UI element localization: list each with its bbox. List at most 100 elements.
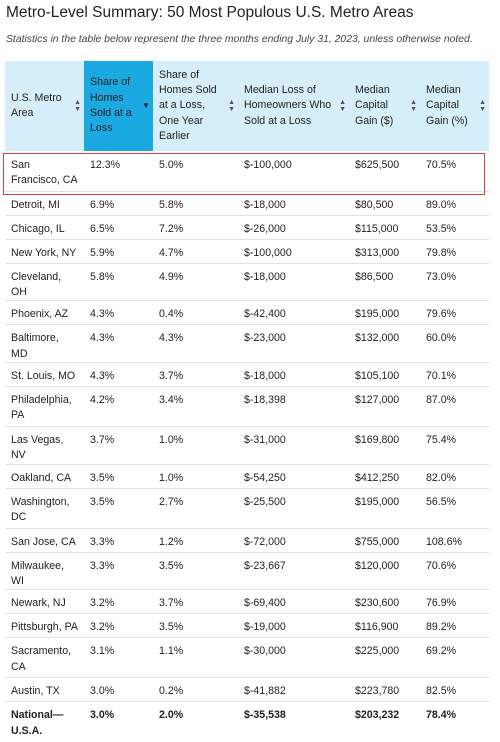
cell-share-loss-prior: 0.2% [153, 677, 238, 703]
cell-median-gain-dollars: $230,600 [349, 589, 420, 615]
column-header-median-gain-dollars[interactable]: Median Capital Gain ($) ▲ ▼ [349, 61, 420, 151]
cell-share-loss: 5.9% [84, 239, 153, 264]
cell-metro: Austin, TX [5, 677, 84, 703]
cell-median-gain-percent: 82.0% [420, 464, 489, 489]
cell-share-loss-prior: 7.2% [153, 215, 238, 240]
cell-median-loss: $-42,400 [238, 300, 349, 326]
cell-median-gain-percent: 108.6% [420, 528, 489, 553]
table-row: Cleveland, OH 5.8% 4.9% $-18,000 $86,500… [5, 263, 489, 302]
cell-median-loss: $-18,398 [238, 386, 349, 427]
sort-both-icon: ▲ ▼ [410, 99, 417, 113]
cell-share-loss: 6.5% [84, 215, 153, 240]
cell-metro: St. Louis, MO [5, 362, 84, 387]
table-row: St. Louis, MO 4.3% 3.7% $-18,000 $105,10… [5, 362, 489, 387]
cell-median-gain-percent: 89.2% [420, 613, 489, 639]
cell-median-loss: $-31,000 [238, 426, 349, 465]
cell-share-loss-prior: 2.0% [159, 709, 184, 722]
table-row: Detroit, MI 6.9% 5.8% $-18,000 $80,500 8… [5, 191, 489, 216]
column-header-median-loss[interactable]: Median Loss of Homeowners Who Sold at a … [238, 61, 349, 151]
cell-median-gain-dollars: $755,000 [349, 528, 420, 553]
sort-both-icon: ▲ ▼ [479, 99, 486, 113]
cell-share-loss-prior: 2.7% [153, 488, 238, 529]
sort-both-icon: ▲ ▼ [74, 99, 81, 113]
page-title: Metro-Level Summary: 50 Most Populous U.… [6, 4, 414, 21]
cell-metro: National—U.S.A. [11, 709, 64, 737]
table-row: Sacramento, CA 3.1% 1.1% $-30,000 $225,0… [5, 637, 489, 679]
cell-median-gain-dollars: $86,500 [349, 263, 420, 302]
cell-median-gain-percent: 53.5% [420, 215, 489, 240]
cell-median-gain-dollars: $313,000 [349, 239, 420, 264]
cell-median-gain-dollars: $80,500 [349, 191, 420, 216]
cell-median-gain-dollars: $223,780 [349, 677, 420, 703]
cell-metro: Pittsburgh, PA [5, 613, 84, 639]
table-row: Washington, DC 3.5% 2.7% $-25,500 $195,0… [5, 488, 489, 529]
cell-median-loss: $-41,882 [238, 677, 349, 703]
cell-median-loss: $-18,000 [238, 191, 349, 216]
cell-median-gain-dollars: $195,000 [349, 488, 420, 529]
cell-share-loss: 3.5% [84, 488, 153, 529]
header-row: U.S. Metro Area ▲ ▼ Share of Homes Sold a… [5, 61, 489, 151]
table-row: Milwaukee, WI 3.3% 3.5% $-23,667 $120,00… [5, 552, 489, 591]
cell-median-gain-percent: 56.5% [420, 488, 489, 529]
cell-median-gain-dollars: $115,000 [349, 215, 420, 240]
cell-metro: Milwaukee, WI [5, 552, 84, 591]
cell-share-loss-prior: 3.5% [153, 552, 238, 591]
cell-median-gain-percent: 89.0% [420, 191, 489, 216]
cell-metro: San Francisco, CA [5, 151, 84, 192]
cell-metro: Chicago, IL [5, 215, 84, 240]
cell-share-loss-prior: 1.0% [153, 464, 238, 489]
cell-median-gain-dollars: $127,000 [349, 386, 420, 427]
cell-median-loss: $-30,000 [238, 637, 349, 679]
cell-share-loss-prior: 3.5% [153, 613, 238, 639]
column-header-metro-area[interactable]: U.S. Metro Area ▲ ▼ [5, 61, 84, 151]
cell-metro: San Jose, CA [5, 528, 84, 553]
sort-both-icon: ▲ ▼ [228, 99, 235, 113]
cell-median-loss: $-19,000 [238, 613, 349, 639]
cell-median-loss: $-26,000 [238, 215, 349, 240]
cell-median-gain-percent: 73.0% [420, 263, 489, 302]
cell-metro: New York, NY [5, 239, 84, 264]
cell-median-loss: $-100,000 [238, 239, 349, 264]
table-row-national-total: National—U.S.A. 3.0% 2.0% $-35,538 $203,… [5, 702, 489, 742]
cell-share-loss: 4.3% [84, 300, 153, 326]
cell-median-gain-percent: 70.5% [420, 151, 489, 192]
cell-median-gain-percent: 87.0% [420, 386, 489, 427]
cell-median-gain-percent: 82.5% [420, 677, 489, 703]
column-header-label: U.S. Metro Area [11, 91, 62, 119]
cell-share-loss-prior: 3.4% [153, 386, 238, 427]
cell-share-loss: 4.2% [84, 386, 153, 427]
cell-metro: Washington, DC [5, 488, 84, 529]
cell-median-gain-dollars: $195,000 [349, 300, 420, 326]
cell-share-loss: 3.0% [84, 677, 153, 703]
cell-median-gain-dollars: $169,800 [349, 426, 420, 465]
metro-summary-table: U.S. Metro Area ▲ ▼ Share of Homes Sold a… [5, 61, 489, 742]
sort-descending-icon: ▼ [142, 101, 150, 110]
cell-median-gain-dollars: $625,500 [349, 151, 420, 192]
column-header-share-sold-at-loss[interactable]: Share of Homes Sold at a Loss ▼ [84, 61, 153, 151]
table-row: Newark, NJ 3.2% 3.7% $-69,400 $230,600 7… [5, 589, 489, 615]
table-row: San Francisco, CA 12.3% 5.0% $-100,000 $… [5, 151, 489, 192]
table-row: Phoenix, AZ 4.3% 0.4% $-42,400 $195,000 … [5, 300, 489, 326]
column-header-share-year-earlier[interactable]: Share of Homes Sold at a Loss, One Year … [153, 61, 238, 151]
cell-share-loss: 5.8% [84, 263, 153, 302]
table-row: Las Vegas, NV 3.7% 1.0% $-31,000 $169,80… [5, 426, 489, 465]
cell-share-loss-prior: 5.8% [153, 191, 238, 216]
cell-share-loss-prior: 4.9% [153, 263, 238, 302]
cell-share-loss-prior: 4.7% [153, 239, 238, 264]
table-note: Statistics in the table below represent … [6, 34, 473, 45]
cell-median-gain-percent: 60.0% [420, 324, 489, 363]
table-row: Oakland, CA 3.5% 1.0% $-54,250 $412,250 … [5, 464, 489, 489]
cell-median-loss: $-69,400 [238, 589, 349, 615]
column-header-label: Median Capital Gain (%) [426, 83, 468, 127]
cell-median-loss: $-25,500 [238, 488, 349, 529]
cell-share-loss: 3.2% [84, 613, 153, 639]
cell-median-gain-percent: 79.8% [420, 239, 489, 264]
sort-both-icon: ▲ ▼ [339, 99, 346, 113]
table-row: New York, NY 5.9% 4.7% $-100,000 $313,00… [5, 239, 489, 264]
cell-median-loss: $-72,000 [238, 528, 349, 553]
column-header-median-gain-percent[interactable]: Median Capital Gain (%) ▲ ▼ [420, 61, 489, 151]
cell-metro: Baltimore, MD [5, 324, 84, 363]
column-header-label: Share of Homes Sold at a Loss, One Year … [159, 68, 217, 143]
column-header-label: Median Capital Gain ($) [355, 83, 394, 127]
cell-median-loss: $-100,000 [238, 151, 349, 192]
